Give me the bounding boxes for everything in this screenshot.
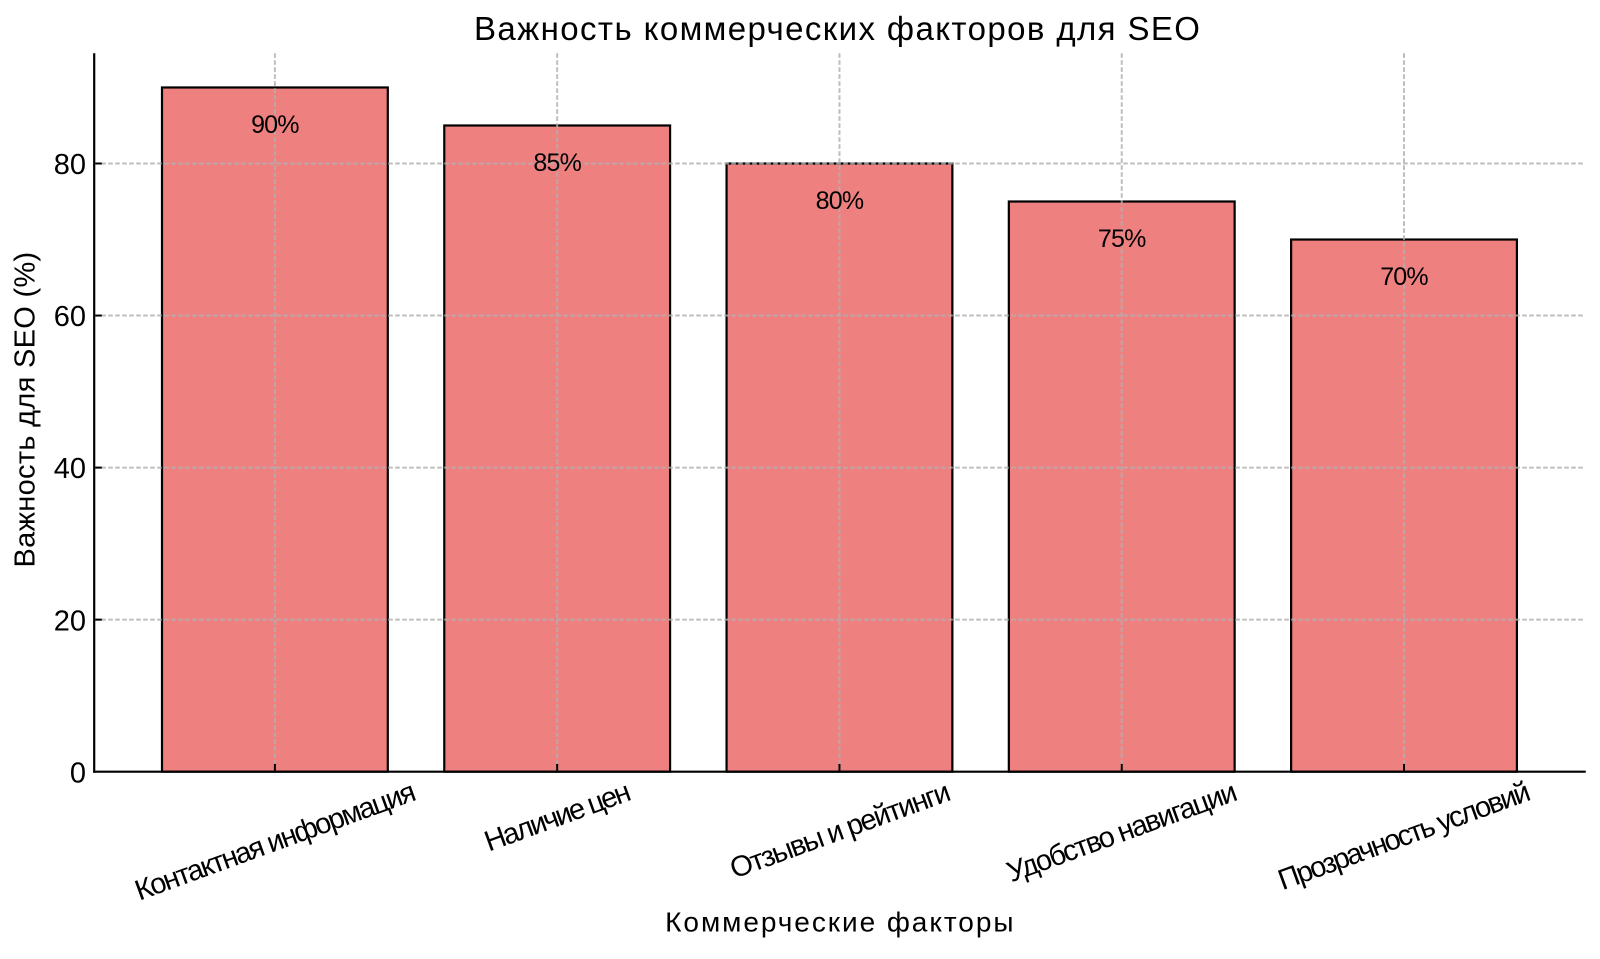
svg-text:Важность коммерческих факторов: Важность коммерческих факторов для SEO bbox=[474, 10, 1201, 47]
svg-text:Важность для SEO (%): Важность для SEO (%) bbox=[10, 252, 42, 568]
svg-text:75%: 75% bbox=[1098, 225, 1146, 253]
svg-text:60: 60 bbox=[54, 301, 86, 333]
svg-text:0: 0 bbox=[70, 757, 86, 789]
svg-text:80: 80 bbox=[54, 149, 86, 181]
svg-text:90%: 90% bbox=[251, 111, 299, 139]
svg-text:Коммерческие факторы: Коммерческие факторы bbox=[665, 906, 1015, 937]
svg-text:20: 20 bbox=[54, 605, 86, 637]
svg-text:40: 40 bbox=[54, 453, 86, 485]
svg-text:80%: 80% bbox=[816, 187, 864, 215]
svg-text:70%: 70% bbox=[1380, 263, 1428, 291]
svg-text:85%: 85% bbox=[533, 149, 581, 177]
